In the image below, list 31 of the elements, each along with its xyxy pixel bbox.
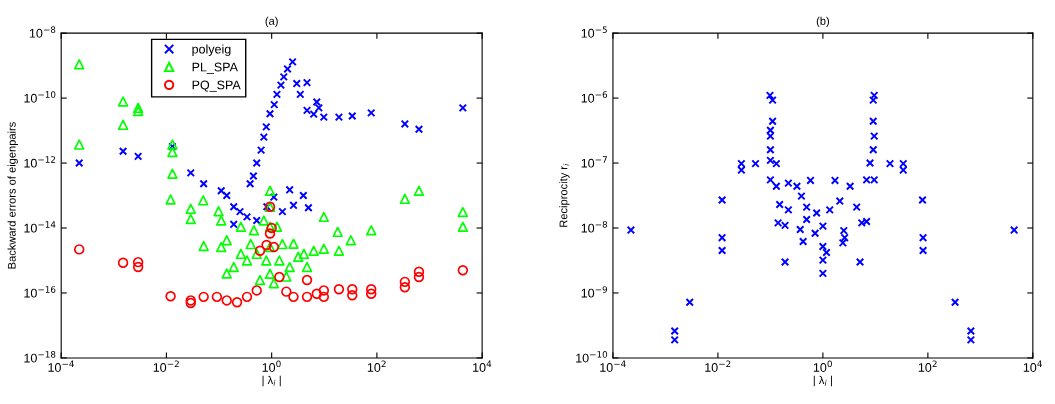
legend-label: PQ_SPA xyxy=(192,80,241,92)
y-tick-label: 10$^{−10}$ xyxy=(576,351,608,363)
x-tick-label: 10$^{2}$ xyxy=(367,360,386,372)
y-tick-label: 10$^{−16}$ xyxy=(24,286,56,298)
x-tick-label: 10$^{2}$ xyxy=(918,360,937,372)
y-tick-label: 10$^{−5}$ xyxy=(581,26,607,38)
y-tick-label: 10$^{−18}$ xyxy=(24,351,56,363)
y-tick-label: 10$^{−6}$ xyxy=(581,91,608,103)
y-axis-title: Reciprocity r$_{i}$ xyxy=(559,163,570,227)
y-tick-label: 10$^{−10}$ xyxy=(24,91,56,103)
x-tick-label: 10$^{0}$ xyxy=(262,360,281,372)
x-tick-label: 10$^{4}$ xyxy=(473,360,492,372)
x-axis-title: | λ$_{i}$ | xyxy=(262,375,281,387)
y-axis-title: Backward errors of eigenpairs xyxy=(7,122,18,269)
y-tick-label: 10$^{−8}$ xyxy=(581,221,608,233)
chart-title: (b) xyxy=(816,16,829,28)
x-tick-label: 10$^{−4}$ xyxy=(600,360,626,372)
legend-label: PL_SPA xyxy=(192,62,238,74)
legend-label: polyeig xyxy=(192,44,231,57)
x-tick-label: 10$^{−4}$ xyxy=(48,360,74,372)
y-tick-label: 10$^{−14}$ xyxy=(24,221,56,233)
x-tick-label: 10$^{−2}$ xyxy=(153,360,179,372)
y-tick-label: 10$^{−12}$ xyxy=(24,156,56,168)
y-tick-label: 10$^{−9}$ xyxy=(581,286,608,298)
x-tick-label: 10$^{4}$ xyxy=(1023,360,1042,372)
y-tick-label: 10$^{−7}$ xyxy=(581,156,607,168)
chart-title: (a) xyxy=(265,16,278,28)
y-tick-label: 10$^{−8}$ xyxy=(29,26,56,38)
x-tick-label: 10$^{0}$ xyxy=(813,360,832,372)
x-axis-title: | λ$_{i}$ | xyxy=(813,375,832,387)
x-tick-label: 10$^{−2}$ xyxy=(705,360,731,372)
